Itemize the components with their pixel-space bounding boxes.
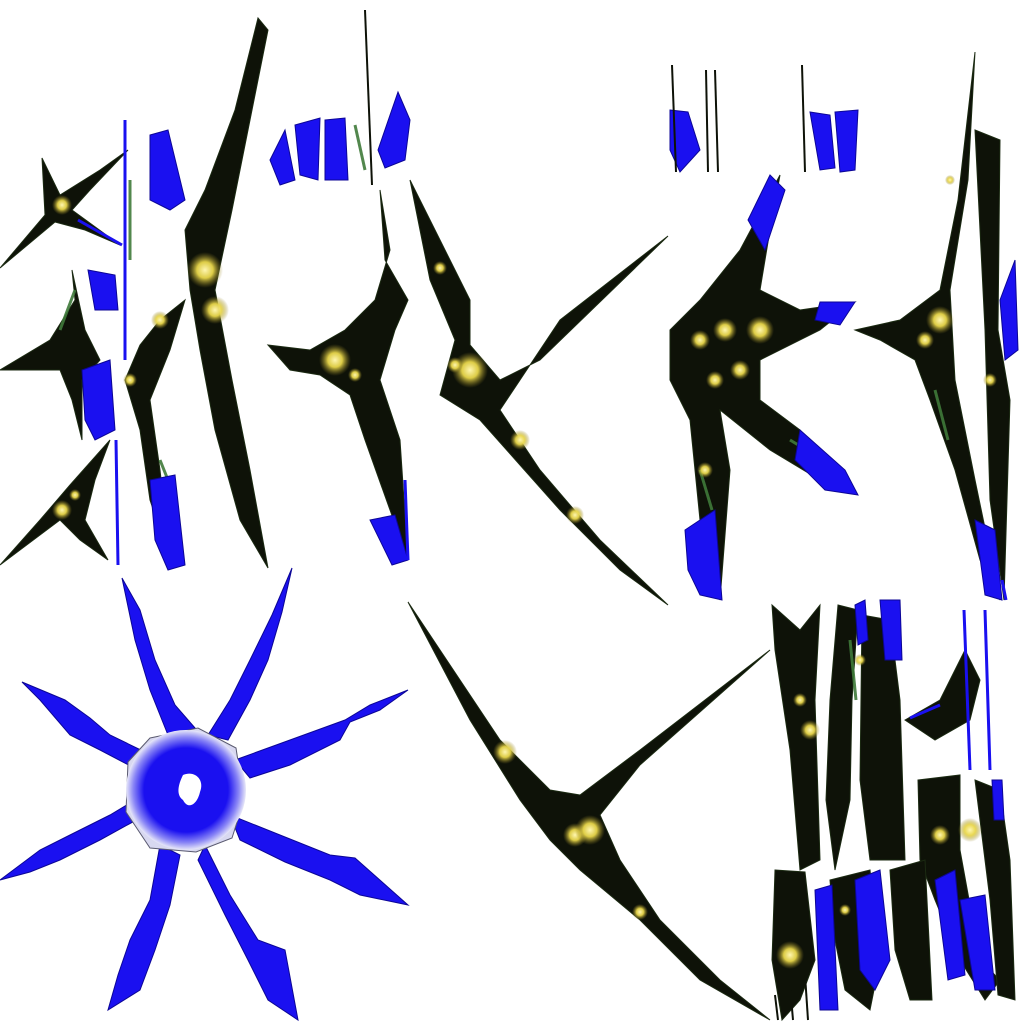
tip-22 xyxy=(934,869,966,981)
gold-glow-spot xyxy=(575,815,605,845)
star-spike-right-upper xyxy=(234,689,409,779)
gold-glow-spot xyxy=(123,373,137,387)
limb-center-diagonal xyxy=(409,179,669,606)
tip-8 xyxy=(834,109,859,173)
tip-6 xyxy=(669,109,701,173)
gold-glow-spot xyxy=(730,360,750,380)
tip-20 xyxy=(879,599,903,661)
limb-far-right-strip xyxy=(974,129,1011,601)
gold-glow-spot xyxy=(776,941,804,969)
tip-23 xyxy=(959,894,996,991)
limb-br-9 xyxy=(904,648,981,741)
star-spike-bottom-right xyxy=(197,843,299,1022)
blue-star-spikes xyxy=(0,567,410,1022)
star-spike-right-lower xyxy=(229,814,410,906)
star-spike-bottom xyxy=(107,844,181,1012)
blue-thin-lines xyxy=(77,120,1008,771)
gold-glow-spot xyxy=(800,720,820,740)
gold-glow-spot xyxy=(447,357,463,373)
gold-glow-layer xyxy=(52,175,997,969)
limb-br-2 xyxy=(825,604,859,871)
gold-glow-spot xyxy=(926,306,954,334)
limb-col-2 xyxy=(124,298,186,561)
limb-br-1 xyxy=(771,603,821,871)
gold-glow-spot xyxy=(52,195,72,215)
blue-tips-island xyxy=(81,90,1019,1011)
gold-glow-spot xyxy=(839,904,851,916)
blue-star-hub-hole xyxy=(178,773,202,806)
tip-4 xyxy=(324,117,349,181)
tip-1 xyxy=(149,129,186,211)
gold-glow-spot xyxy=(983,373,997,387)
tip-10 xyxy=(81,359,116,441)
gold-glow-spot xyxy=(493,740,517,764)
tip-15 xyxy=(684,509,723,601)
tip-3 xyxy=(294,117,321,181)
gold-glow-spot xyxy=(793,693,807,707)
gold-glow-spot xyxy=(690,330,710,350)
gold-glow-spot xyxy=(945,175,955,185)
gold-glow-spot xyxy=(930,825,950,845)
gold-glow-spot xyxy=(151,311,169,329)
dark-thin-lines xyxy=(364,9,809,1021)
limb-left-low xyxy=(0,439,111,566)
gold-glow-spot xyxy=(958,818,982,842)
tip-2 xyxy=(269,128,296,186)
gold-glow-spot xyxy=(916,331,934,349)
gold-glow-spot xyxy=(746,316,774,344)
tip-25 xyxy=(814,884,839,1011)
tip-19 xyxy=(854,599,869,646)
gold-glow-spot xyxy=(510,430,530,450)
gold-glow-spot xyxy=(319,344,351,376)
tip-21 xyxy=(854,869,891,991)
tip-14 xyxy=(794,429,859,496)
star-spike-left-upper xyxy=(21,681,146,771)
tip-18 xyxy=(999,259,1019,361)
tip-5 xyxy=(377,90,411,169)
tip-17 xyxy=(974,519,1003,601)
gold-glow-spot xyxy=(697,462,713,478)
gold-glow-spot xyxy=(201,296,229,324)
gold-glow-spot xyxy=(566,506,584,524)
limb-bottom-v xyxy=(407,601,771,1021)
gold-glow-spot xyxy=(632,904,648,920)
gold-glow-spot xyxy=(854,654,866,666)
tip-7 xyxy=(809,111,836,171)
gold-glow-spot xyxy=(433,261,447,275)
gold-glow-spot xyxy=(348,368,362,382)
gold-glow-spot xyxy=(69,489,81,501)
tip-11 xyxy=(149,474,186,571)
gold-glow-spot xyxy=(706,371,724,389)
limb-left-column xyxy=(184,16,269,569)
tip-9 xyxy=(87,269,119,311)
gold-glow-spot xyxy=(52,500,72,520)
gold-glow-spot xyxy=(713,318,737,342)
tip-13 xyxy=(747,174,786,252)
limb-br-8 xyxy=(889,859,933,1001)
star-spike-left-lower xyxy=(0,799,141,881)
gold-glow-spot xyxy=(187,252,223,288)
star-spike-top-right xyxy=(207,567,293,741)
tip-16 xyxy=(814,301,856,326)
blue-star-island xyxy=(0,567,410,1022)
star-spike-top xyxy=(121,577,196,741)
tip-24 xyxy=(991,779,1005,821)
